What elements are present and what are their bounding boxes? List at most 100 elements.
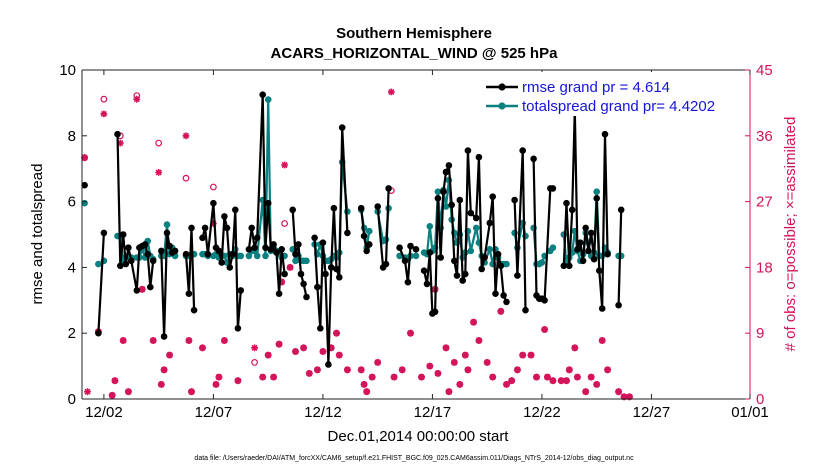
rmse-point — [201, 224, 209, 232]
rmse-point — [478, 265, 486, 273]
rmse-point — [407, 242, 414, 250]
rmse-line — [97, 232, 105, 334]
rmse-point — [218, 259, 225, 266]
rmse-point — [617, 206, 625, 214]
rmse-point — [475, 153, 483, 161]
rmse-point — [270, 241, 277, 248]
obs-assimilated-marker — [111, 377, 119, 385]
obs-assimilated-marker — [615, 388, 622, 396]
rmse-point — [412, 246, 420, 253]
obs-assimilated-marker — [166, 351, 173, 359]
obs-assimilated-marker — [138, 285, 146, 293]
obs-assimilated-marker — [300, 344, 307, 352]
rmse-point — [100, 229, 108, 237]
obs-assimilated-marker — [188, 388, 195, 396]
obs-possible-marker — [155, 139, 163, 147]
rmse-point — [311, 234, 318, 242]
obs-assimilated-marker — [108, 391, 116, 399]
rmse-point — [464, 147, 472, 154]
rmse-point — [442, 168, 450, 176]
obs-assimilated-marker — [418, 373, 425, 381]
obs-possible-marker — [281, 220, 289, 227]
y2-tick-label: 18 — [756, 259, 773, 276]
rmse-point — [319, 239, 327, 246]
rmse-point — [492, 290, 499, 298]
obs-assimilated-marker — [327, 344, 335, 352]
rmse-point — [259, 91, 267, 98]
rmse-point — [273, 249, 280, 256]
rmse-point — [264, 199, 272, 207]
rmse-point — [585, 247, 592, 255]
legend-spread-marker — [498, 102, 506, 110]
obs-assimilated-marker — [212, 381, 220, 388]
rmse-point — [467, 209, 475, 217]
rmse-point — [601, 130, 609, 138]
rmse-point — [451, 257, 458, 265]
totalspread-point — [366, 227, 373, 235]
totalspread-point — [95, 260, 102, 268]
rmse-point — [590, 255, 598, 263]
x-tick-label: 12/17 — [414, 404, 452, 421]
obs-assimilated-marker — [259, 373, 267, 381]
totalspread-point — [264, 96, 272, 103]
rmse-point — [511, 196, 518, 204]
rmse-point — [325, 361, 332, 368]
obs-assimilated-marker — [489, 373, 497, 381]
rmse-point — [182, 250, 190, 258]
obs-assimilated-marker — [464, 366, 472, 374]
rmse-point — [445, 162, 453, 169]
rmse-point — [541, 297, 548, 304]
obs-assimilated-marker — [519, 351, 527, 359]
obs-assimilated-marker — [357, 366, 365, 374]
obs-assimilated-marker — [286, 264, 294, 271]
obs-assimilated-marker — [100, 110, 108, 118]
rmse-point — [401, 257, 409, 265]
rmse-point — [300, 280, 307, 288]
totalspread-point — [486, 246, 494, 253]
rmse-point — [303, 293, 310, 301]
obs-possible-marker — [100, 95, 108, 103]
obs-assimilated-marker — [221, 337, 228, 344]
rmse-point — [327, 264, 335, 271]
y-tick-label: 10 — [59, 62, 76, 79]
rmse-point — [486, 219, 494, 227]
obs-assimilated-marker — [155, 169, 163, 176]
y-axis-label: rmse and totalspread — [29, 164, 46, 305]
obs-assimilated-marker — [125, 388, 132, 396]
rmse-point — [210, 199, 217, 207]
rmse-point — [190, 306, 198, 314]
obs-assimilated-marker — [160, 366, 168, 374]
legend-rmse-marker — [498, 83, 506, 91]
legend: rmse grand pr = 4.614 totalspread grand … — [479, 72, 743, 116]
rmse-point — [188, 224, 195, 232]
rmse-point — [459, 277, 467, 284]
rmse-point — [336, 274, 343, 281]
rmse-point — [503, 298, 510, 306]
obs-assimilated-marker — [426, 362, 434, 370]
totalspread-point — [292, 257, 299, 265]
rmse-point — [500, 292, 507, 299]
obs-assimilated-marker — [514, 366, 521, 374]
rmse-point — [119, 231, 127, 238]
rmse-point — [453, 272, 461, 279]
rmse-point — [593, 195, 600, 202]
rmse-point — [577, 239, 584, 246]
obs-assimilated-marker — [508, 377, 516, 385]
rmse-point — [604, 250, 611, 258]
obs-possible-marker — [209, 183, 217, 191]
obs-assimilated-marker — [483, 359, 491, 366]
rmse-point — [396, 244, 403, 251]
rmse-point — [144, 250, 151, 258]
rmse-point — [385, 185, 392, 192]
x-tick-label: 12/12 — [304, 404, 342, 421]
rmse-point — [462, 270, 469, 278]
obs-assimilated-marker — [363, 388, 371, 396]
obs-assimilated-marker — [360, 381, 368, 388]
rmse-point — [579, 257, 587, 265]
totalspread-point — [412, 252, 420, 260]
rmse-point — [423, 280, 431, 288]
obs-assimilated-marker — [157, 381, 165, 388]
obs-assimilated-marker — [549, 377, 557, 385]
obs-assimilated-marker — [527, 351, 535, 359]
